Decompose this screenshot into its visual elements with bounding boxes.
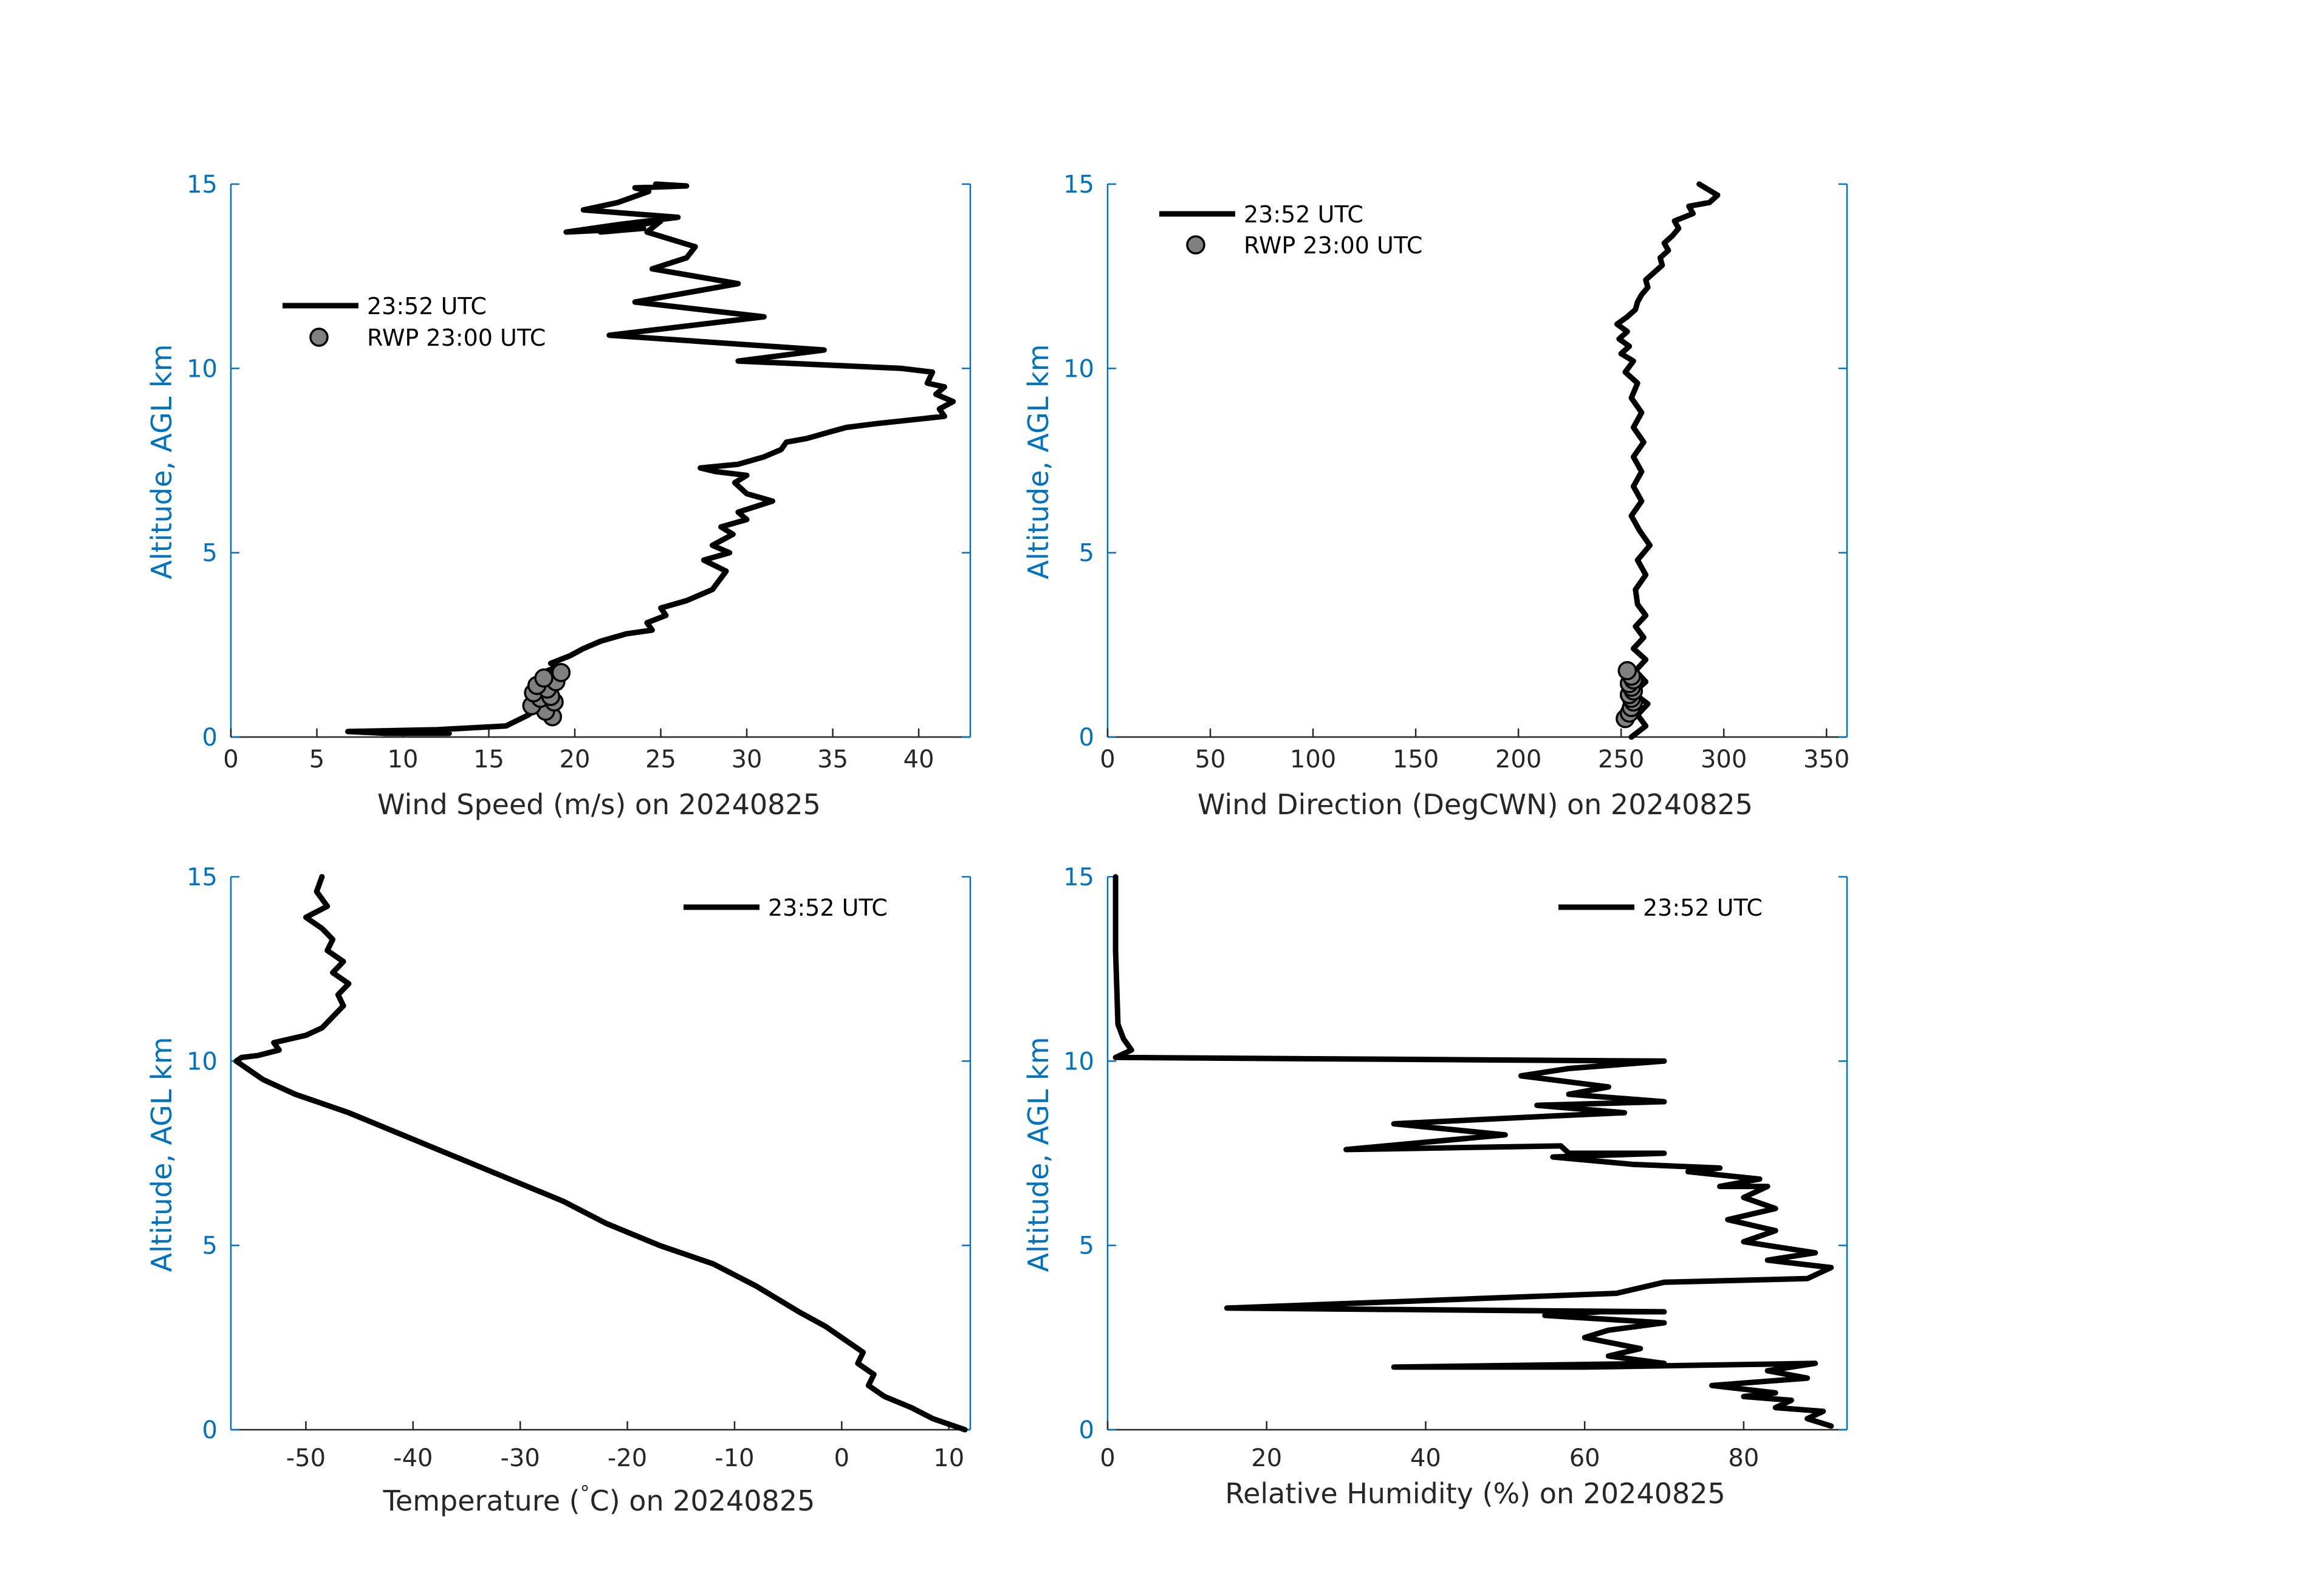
wind-speed-x-tick-label: 30: [732, 746, 763, 773]
relative-humidity-x-tick-label: 80: [1728, 1444, 1759, 1472]
temperature-sonde-line: [233, 874, 968, 1433]
temperature-x-tick-label: -40: [393, 1444, 433, 1472]
wind-direction-x-tick-label: 300: [1701, 746, 1747, 773]
temperature-y-tick-label: 0: [202, 1416, 218, 1444]
wind-direction-legend-marker-swatch: [1186, 235, 1205, 255]
wind-speed-legend: 23:52 UTC RWP 23:00 UTC: [283, 293, 546, 351]
wind-direction-x-tick-label: 150: [1393, 746, 1439, 773]
wind-direction-x-tick-label: 200: [1495, 746, 1541, 773]
temperature-y-tick-label: 15: [187, 863, 218, 891]
wind-direction-y-axis-label: Altitude, AGL km: [1022, 344, 1055, 579]
wind-speed-legend-label-rwp: RWP 23:00 UTC: [367, 324, 546, 351]
wind-speed-rwp-point: [551, 663, 571, 682]
temperature-legend: 23:52 UTC: [684, 894, 888, 921]
temperature-x-tick-label: -50: [286, 1444, 326, 1472]
wind-speed-y-tick-label: 5: [202, 540, 218, 568]
wind-speed-x-axis-label: Wind Speed (m/s) on 20240825: [377, 788, 821, 821]
relative-humidity-x-tick-label: 20: [1251, 1444, 1282, 1472]
wind-direction-y-tick-label: 0: [1079, 724, 1094, 752]
temperature-x-tick-label: 0: [834, 1444, 849, 1472]
wind-speed-x-tick-label: 0: [223, 746, 238, 773]
wind-direction-x-tick-label: 50: [1195, 746, 1226, 773]
panel-temperature: 0 5 10 15 -50 -40 -30 -20 -10 0 10 Temperature (°C…: [145, 863, 972, 1517]
wind-speed-x-tick-label: 10: [388, 746, 419, 773]
relative-humidity-x-tick-label: 40: [1410, 1444, 1441, 1472]
temperature-plot-area: 0 5 10 15 -50 -40 -30 -20 -10 0 10: [187, 863, 972, 1472]
wind-speed-y-tick-label: 10: [187, 355, 218, 383]
panel-relative-humidity: 0 5 10 15 0 20 40 60 80 Relative Humidity (%) on…: [1022, 863, 1848, 1510]
wind-direction-y-tick-label: 15: [1063, 171, 1094, 199]
wind-speed-y-tick-label: 0: [202, 724, 218, 752]
temperature-x-tick-label: -10: [715, 1444, 754, 1472]
panel-wind-speed: 0 5 10 15 0 5 10 15 20 25 30 35 40 Wind Speed (m/s) …: [145, 171, 972, 821]
relative-humidity-y-axis-label: Altitude, AGL km: [1022, 1037, 1055, 1272]
wind-speed-x-tick-label: 15: [473, 746, 504, 773]
wind-speed-x-tick-label: 35: [817, 746, 848, 773]
wind-speed-x-tick-label: 5: [309, 746, 324, 773]
wind-direction-x-tick-label: 350: [1803, 746, 1849, 773]
relative-humidity-legend: 23:52 UTC: [1558, 894, 1763, 921]
relative-humidity-y-tick-label: 15: [1063, 863, 1094, 891]
wind-speed-sonde-line: [345, 181, 956, 736]
wind-speed-x-tick-label: 40: [903, 746, 934, 773]
relative-humidity-legend-label-sonde: 23:52 UTC: [1643, 894, 1763, 921]
wind-speed-legend-label-sonde: 23:52 UTC: [367, 293, 487, 320]
temperature-y-axis-label: Altitude, AGL km: [145, 1037, 178, 1272]
wind-direction-x-tick-label: 100: [1290, 746, 1336, 773]
wind-speed-y-axis-label: Altitude, AGL km: [145, 344, 178, 579]
relative-humidity-x-axis-label: Relative Humidity (%) on 20240825: [1225, 1477, 1726, 1510]
temperature-y-tick-label: 10: [187, 1048, 218, 1075]
wind-direction-y-tick-label: 10: [1063, 355, 1094, 383]
relative-humidity-x-tick-label: 0: [1100, 1444, 1115, 1472]
wind-speed-legend-marker-swatch: [309, 328, 329, 347]
wind-direction-legend-label-rwp: RWP 23:00 UTC: [1244, 232, 1422, 259]
relative-humidity-y-tick-label: 10: [1063, 1048, 1094, 1075]
wind-direction-x-tick-label: 250: [1598, 746, 1644, 773]
wind-direction-legend: 23:52 UTC RWP 23:00 UTC: [1159, 201, 1422, 259]
wind-direction-x-axis-label: Wind Direction (DegCWN) on 20240825: [1198, 788, 1753, 821]
wind-speed-x-tick-label: 25: [645, 746, 676, 773]
wind-speed-rwp-point: [534, 668, 554, 688]
wind-direction-x-tick-label: 0: [1100, 746, 1115, 773]
wind-speed-plot-area: 0 5 10 15 0 5 10 15 20 25 30 35 40: [187, 171, 972, 773]
temperature-x-tick-label: -30: [501, 1444, 540, 1472]
temperature-x-axis-label: Temperature (°C) on 20240825: [383, 1481, 815, 1517]
relative-humidity-y-tick-label: 5: [1079, 1232, 1094, 1260]
wind-direction-legend-label-sonde: 23:52 UTC: [1244, 201, 1363, 228]
relative-humidity-y-tick-label: 0: [1079, 1416, 1094, 1444]
wind-direction-rwp-point: [1617, 661, 1637, 681]
wind-direction-y-tick-label: 5: [1079, 540, 1094, 568]
temperature-x-tick-label: -20: [608, 1444, 647, 1472]
relative-humidity-sonde-line: [1112, 874, 1834, 1429]
temperature-x-tick-label: 10: [933, 1444, 964, 1472]
wind-speed-x-tick-label: 20: [560, 746, 591, 773]
relative-humidity-plot-area: 0 5 10 15 0 20 40 60 80: [1063, 863, 1848, 1472]
relative-humidity-x-tick-label: 60: [1569, 1444, 1600, 1472]
temperature-y-tick-label: 5: [202, 1232, 218, 1260]
wind-speed-y-tick-label: 15: [187, 171, 218, 199]
wind-direction-sonde-line: [1614, 181, 1721, 740]
temperature-legend-label-sonde: 23:52 UTC: [768, 894, 888, 921]
